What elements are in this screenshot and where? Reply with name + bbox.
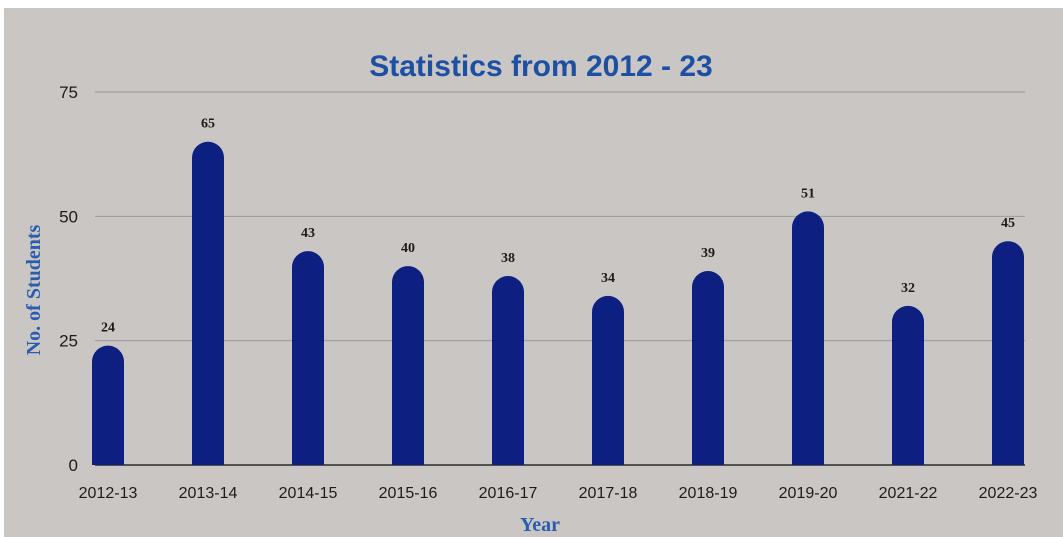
data-label: 43 [301, 226, 315, 241]
y-axis-title: No. of Students [23, 224, 45, 355]
data-label: 39 [701, 246, 715, 261]
data-labels: 24 65 43 40 38 34 39 51 32 45 [101, 117, 1015, 336]
y-tick-label: 75 [59, 83, 78, 102]
x-tick-label: 2022-23 [979, 485, 1038, 502]
data-label: 34 [601, 271, 615, 286]
x-tick-label: 2019-20 [779, 485, 838, 502]
bar-2012-13 [92, 345, 124, 465]
bar-2014-15 [292, 251, 324, 465]
data-label: 40 [401, 241, 415, 256]
data-label: 51 [801, 186, 815, 201]
bar-2022-23 [992, 241, 1024, 465]
x-tick-label: 2018-19 [679, 485, 738, 502]
bar-2013-14 [192, 141, 224, 465]
bars [92, 141, 1024, 465]
y-tick-label: 50 [59, 207, 78, 226]
bar-2015-16 [392, 266, 424, 465]
chart-title: Statistics from 2012 - 23 [369, 50, 713, 83]
x-tick-label: 2015-16 [379, 485, 438, 502]
bar-2017-18 [592, 295, 624, 465]
bar-2021-22 [892, 305, 924, 465]
x-tick-label: 2021-22 [879, 485, 938, 502]
gridlines [95, 91, 1025, 466]
bar-2018-19 [692, 271, 724, 465]
y-axis-ticks: 0 25 50 75 [59, 83, 78, 475]
data-label: 38 [501, 251, 515, 266]
x-tick-label: 2013-14 [179, 485, 238, 502]
data-label: 32 [901, 281, 915, 296]
x-tick-label: 2014-15 [279, 485, 338, 502]
y-tick-label: 25 [59, 332, 78, 351]
data-label: 45 [1001, 216, 1015, 231]
x-tick-label: 2016-17 [479, 485, 538, 502]
data-label: 24 [101, 321, 115, 336]
chart-background [4, 8, 1063, 537]
bar-2016-17 [492, 276, 524, 465]
y-tick-label: 0 [69, 456, 78, 475]
x-tick-label: 2012-13 [79, 485, 138, 502]
data-label: 65 [201, 117, 215, 132]
x-axis-title: Year [520, 514, 560, 536]
x-axis-ticks: 2012-13 2013-14 2014-15 2015-16 2016-17 2017-… [79, 485, 1038, 502]
bar-2019-20 [792, 211, 824, 465]
x-tick-label: 2017-18 [579, 485, 638, 502]
